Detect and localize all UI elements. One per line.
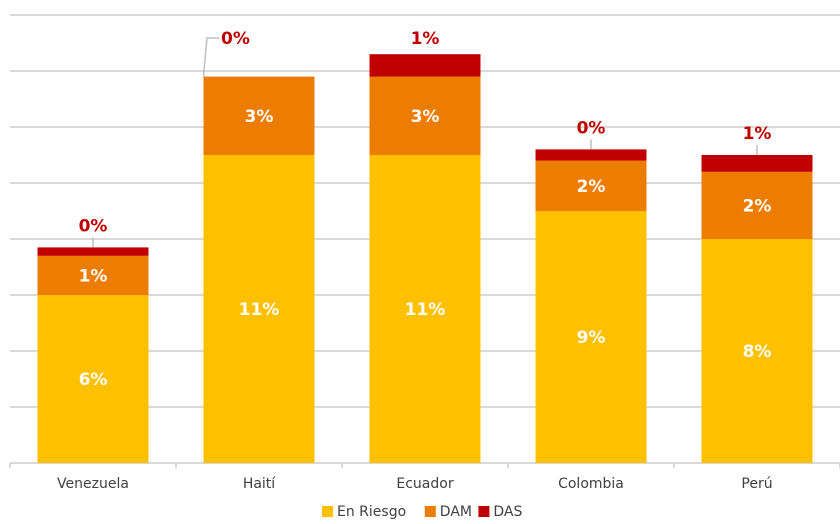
x-axis <box>9 462 840 468</box>
bar-segment-dam <box>203 76 315 155</box>
data-label-das: 0% <box>577 118 606 138</box>
data-label: 2% <box>743 196 772 216</box>
legend-item-label: DAM <box>440 504 472 520</box>
bar-segment-en-riesgo <box>203 155 315 463</box>
category-label: Perú <box>741 476 772 492</box>
data-label-das: 1% <box>743 124 772 144</box>
data-label: 6% <box>79 370 108 390</box>
bar-segment-en-riesgo <box>37 295 149 463</box>
bar-segment-dam <box>701 171 813 239</box>
bar-segment-en-riesgo <box>535 211 647 463</box>
legend-swatch <box>478 506 490 517</box>
legend-swatch <box>322 506 333 517</box>
category-labels: Venezuela Haití Ecuador Colombia Perú <box>57 476 773 492</box>
category-label: Ecuador <box>396 476 453 492</box>
bar-segment-das <box>37 247 149 256</box>
category-label: Haití <box>243 476 276 492</box>
data-label: 3% <box>411 107 440 127</box>
bar-segment-das <box>369 54 481 77</box>
category-label: Colombia <box>558 476 624 492</box>
data-label-das: 0% <box>221 29 250 49</box>
bar-segment-das <box>701 155 813 172</box>
legend-swatch <box>424 506 436 517</box>
leader-line <box>202 37 219 77</box>
bar-segment-dam <box>535 160 647 211</box>
bar-segment-en-riesgo <box>369 155 481 463</box>
data-label-das: 1% <box>411 29 440 49</box>
data-label: 1% <box>79 266 108 286</box>
data-label-das: 0% <box>79 216 108 236</box>
legend: En Riesgo DAM DAS <box>322 504 523 520</box>
data-label: 9% <box>577 328 606 348</box>
bars <box>37 54 813 463</box>
data-label: 11% <box>239 300 280 320</box>
data-label: 3% <box>245 107 274 127</box>
data-label: 11% <box>405 300 446 320</box>
bar-segment-dam <box>37 255 149 295</box>
data-label: 2% <box>577 177 606 197</box>
legend-item-label: DAS <box>493 504 522 520</box>
bar-segment-en-riesgo <box>701 239 813 463</box>
data-labels: 6% 1% 0% 11% 3% 0% 11% 3% 1% 9% 2% 0% 8% 2% 1% <box>79 29 772 390</box>
legend-item-label: En Riesgo <box>337 504 406 520</box>
bar-segment-dam <box>369 76 481 155</box>
data-label: 8% <box>743 342 772 362</box>
bar-segment-das <box>535 149 647 161</box>
category-label: Venezuela <box>57 476 129 492</box>
